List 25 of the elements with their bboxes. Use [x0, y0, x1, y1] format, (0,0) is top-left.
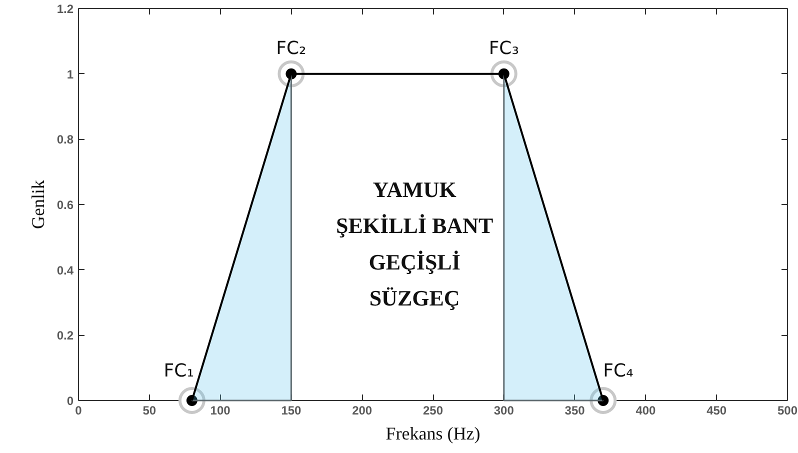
y-tick-label: 0.4	[56, 263, 74, 278]
x-tick-label: 300	[494, 404, 514, 418]
y-tick-label: 0	[66, 394, 74, 408]
annotation: FC₂	[276, 38, 306, 59]
y-tick-label: 0.6	[56, 198, 74, 212]
x-tick-label: 250	[422, 404, 444, 418]
annotation: FC₃	[488, 38, 519, 59]
annotation: FC₄	[603, 360, 634, 382]
y-tick-label: 0.8	[56, 132, 74, 147]
x-tick-label: 200	[352, 404, 372, 418]
y-axis-title: Genlik	[28, 180, 48, 229]
x-axis-title: Frekans (Hz)	[386, 424, 480, 444]
y-tick-label: 1.2	[56, 2, 74, 16]
y-tick-label: 0.2	[56, 328, 74, 343]
annotation: FC₁	[164, 360, 194, 382]
x-tick-label: 0	[75, 404, 82, 418]
x-tick-label: 400	[636, 404, 656, 418]
y-tick-label: 1	[66, 67, 74, 82]
x-tick-label: 150	[281, 404, 302, 418]
x-tick-label: 350	[564, 404, 586, 418]
x-tick-label: 100	[210, 404, 231, 418]
annotation: YAMUK ŞEKİLLİ BANT GEÇİŞLİ SÜZGEÇ	[336, 176, 494, 311]
x-tick-label: 50	[142, 404, 156, 418]
x-tick-label: 500	[777, 404, 798, 418]
x-tick-label: 450	[706, 404, 727, 418]
